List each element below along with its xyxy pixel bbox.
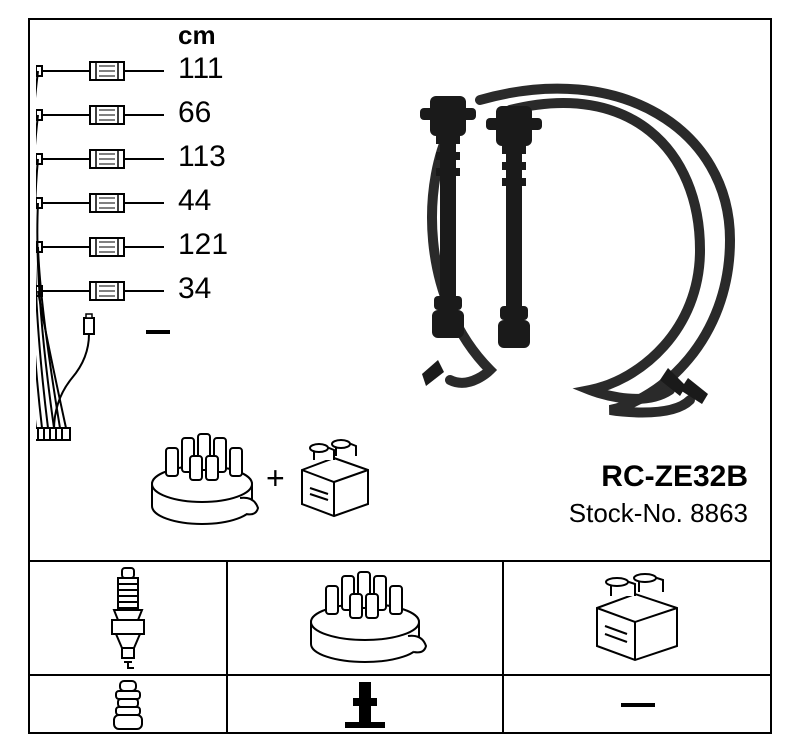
unit-header: cm <box>178 20 216 51</box>
cell-coil <box>504 562 772 674</box>
upper-section: cm <box>30 20 770 560</box>
plug-boot-icon <box>108 679 148 731</box>
diagram-frame: cm <box>28 18 772 734</box>
stock-number: Stock-No. 8863 <box>569 498 748 529</box>
stock-prefix: Stock-No. <box>569 498 683 528</box>
wire-length-6: 34 <box>178 272 211 306</box>
part-number: RC-ZE32B <box>601 460 748 494</box>
wire-length-3: 113 <box>178 140 226 174</box>
plug-boot-right <box>486 106 542 348</box>
cell-dash <box>504 676 772 734</box>
ignition-coil-icon <box>583 568 693 668</box>
extra-lead <box>54 314 94 430</box>
cap-terminal-icon <box>343 680 387 730</box>
distributor-cap-icon <box>300 566 430 670</box>
spark-plug-icon <box>98 566 158 670</box>
product-photo <box>360 40 760 440</box>
wire-row-2 <box>36 106 164 124</box>
plus-symbol: + <box>266 460 285 497</box>
cell-plug-boot <box>30 676 226 734</box>
ignition-coil-icon <box>290 436 380 526</box>
grid-row-1 <box>30 560 770 674</box>
cell-distributor-cap <box>228 562 502 674</box>
wire-row-4 <box>36 194 164 212</box>
stock-value: 8863 <box>690 498 748 528</box>
wire-row-1 <box>36 62 164 80</box>
dash-icon <box>621 703 655 707</box>
distributor-cap-icon <box>142 426 262 536</box>
grid-row-2 <box>30 674 770 734</box>
wire-terminals <box>36 428 70 440</box>
wire-length-2: 66 <box>178 96 211 130</box>
wire-length-1: 111 <box>178 52 224 86</box>
wire-row-6 <box>36 282 164 300</box>
wire-row-5 <box>36 238 164 256</box>
wire-length-4: 44 <box>178 184 211 218</box>
wire-row-3 <box>36 150 164 168</box>
cell-cap-boot <box>228 676 502 734</box>
cell-spark-plug <box>30 562 226 674</box>
wire-length-5: 121 <box>178 228 228 262</box>
